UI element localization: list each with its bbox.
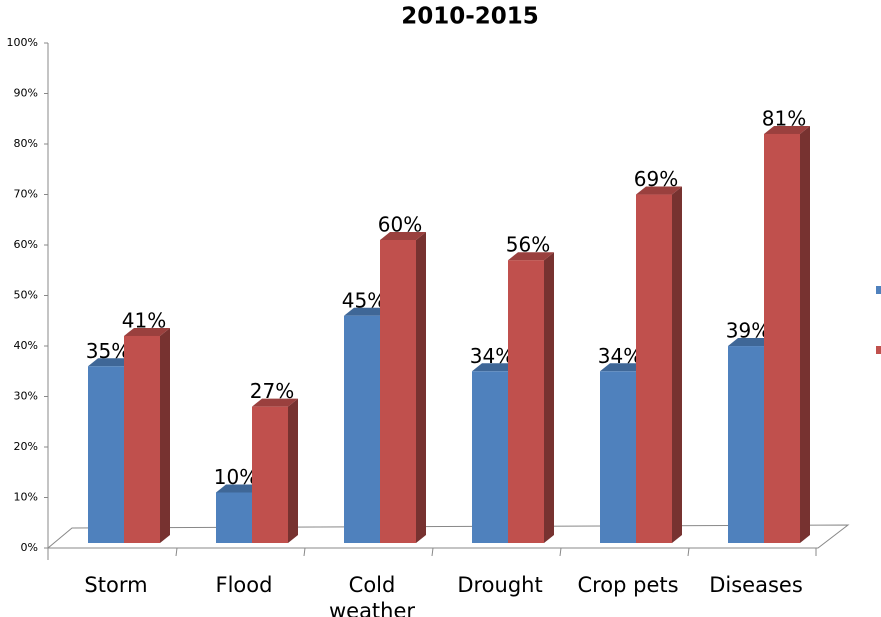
y-tick-label: 10%: [14, 491, 38, 504]
bar-top: [216, 484, 262, 493]
bar: [508, 260, 544, 543]
bar: [252, 406, 288, 543]
x-tick: [431, 547, 434, 557]
x-tick-label: Drought: [457, 573, 543, 597]
bar-top: [472, 363, 518, 372]
x-tick-label: Diseases: [709, 573, 803, 597]
bar-top: [636, 186, 682, 195]
data-label: 35%: [86, 339, 130, 363]
data-label: 34%: [470, 344, 514, 368]
bar-top: [508, 252, 554, 261]
bar-top: [252, 398, 298, 407]
x-tick: [175, 547, 178, 557]
data-label: 69%: [634, 167, 678, 191]
y-tick-label: 100%: [7, 36, 38, 49]
data-label: 34%: [598, 344, 642, 368]
x-tick-label: Cold weather: [328, 573, 416, 617]
x-tick: [559, 547, 562, 557]
chart-title: 2010-2015: [401, 4, 539, 30]
data-label: 27%: [250, 379, 294, 403]
bar-top: [88, 358, 134, 367]
bar: [764, 133, 800, 543]
bar-side: [416, 232, 426, 543]
y-tick-label: 30%: [14, 390, 38, 403]
bar-top: [344, 307, 390, 316]
y-tick-label: 70%: [14, 188, 38, 201]
bar: [728, 346, 764, 543]
bar: [380, 240, 416, 543]
y-tick-label: 20%: [14, 440, 38, 453]
bar-side: [544, 252, 554, 543]
data-label: 41%: [122, 308, 166, 332]
bar-side: [672, 186, 682, 544]
bar: [636, 194, 672, 544]
bar-side: [288, 398, 298, 543]
bar: [344, 315, 380, 543]
y-tick-label: 50%: [14, 289, 38, 302]
x-tick: [687, 547, 690, 557]
bar: [472, 371, 508, 543]
x-tick-label: Flood: [215, 573, 273, 597]
bar-top: [124, 327, 170, 336]
bar: [124, 335, 160, 543]
data-label: 81%: [762, 106, 806, 130]
data-label: 39%: [726, 319, 770, 343]
y-tick-label: 40%: [14, 339, 38, 352]
floor: [47, 524, 850, 549]
x-tick-label: Storm: [84, 573, 148, 597]
bar-top: [380, 232, 426, 240]
bar-side: [160, 327, 170, 543]
bar: [216, 492, 252, 543]
bar-side: [800, 125, 810, 543]
bar-top: [764, 125, 810, 134]
bar-top: [728, 338, 774, 347]
y-tick-label: 0%: [21, 541, 38, 554]
bar: [88, 366, 124, 543]
data-label: 60%: [378, 213, 422, 237]
data-label: 56%: [506, 233, 550, 257]
x-tick-label: Crop pets: [577, 573, 679, 597]
y-tick-label: 80%: [14, 137, 38, 150]
legend-marker: [876, 286, 881, 294]
data-label: 45%: [342, 288, 386, 312]
legend-marker: [876, 346, 881, 354]
y-tick-label: 90%: [14, 87, 38, 100]
data-label: 10%: [214, 465, 258, 489]
bar: [600, 371, 636, 543]
y-tick-label: 60%: [14, 238, 38, 251]
x-tick: [303, 547, 306, 557]
bar-top: [600, 363, 646, 372]
